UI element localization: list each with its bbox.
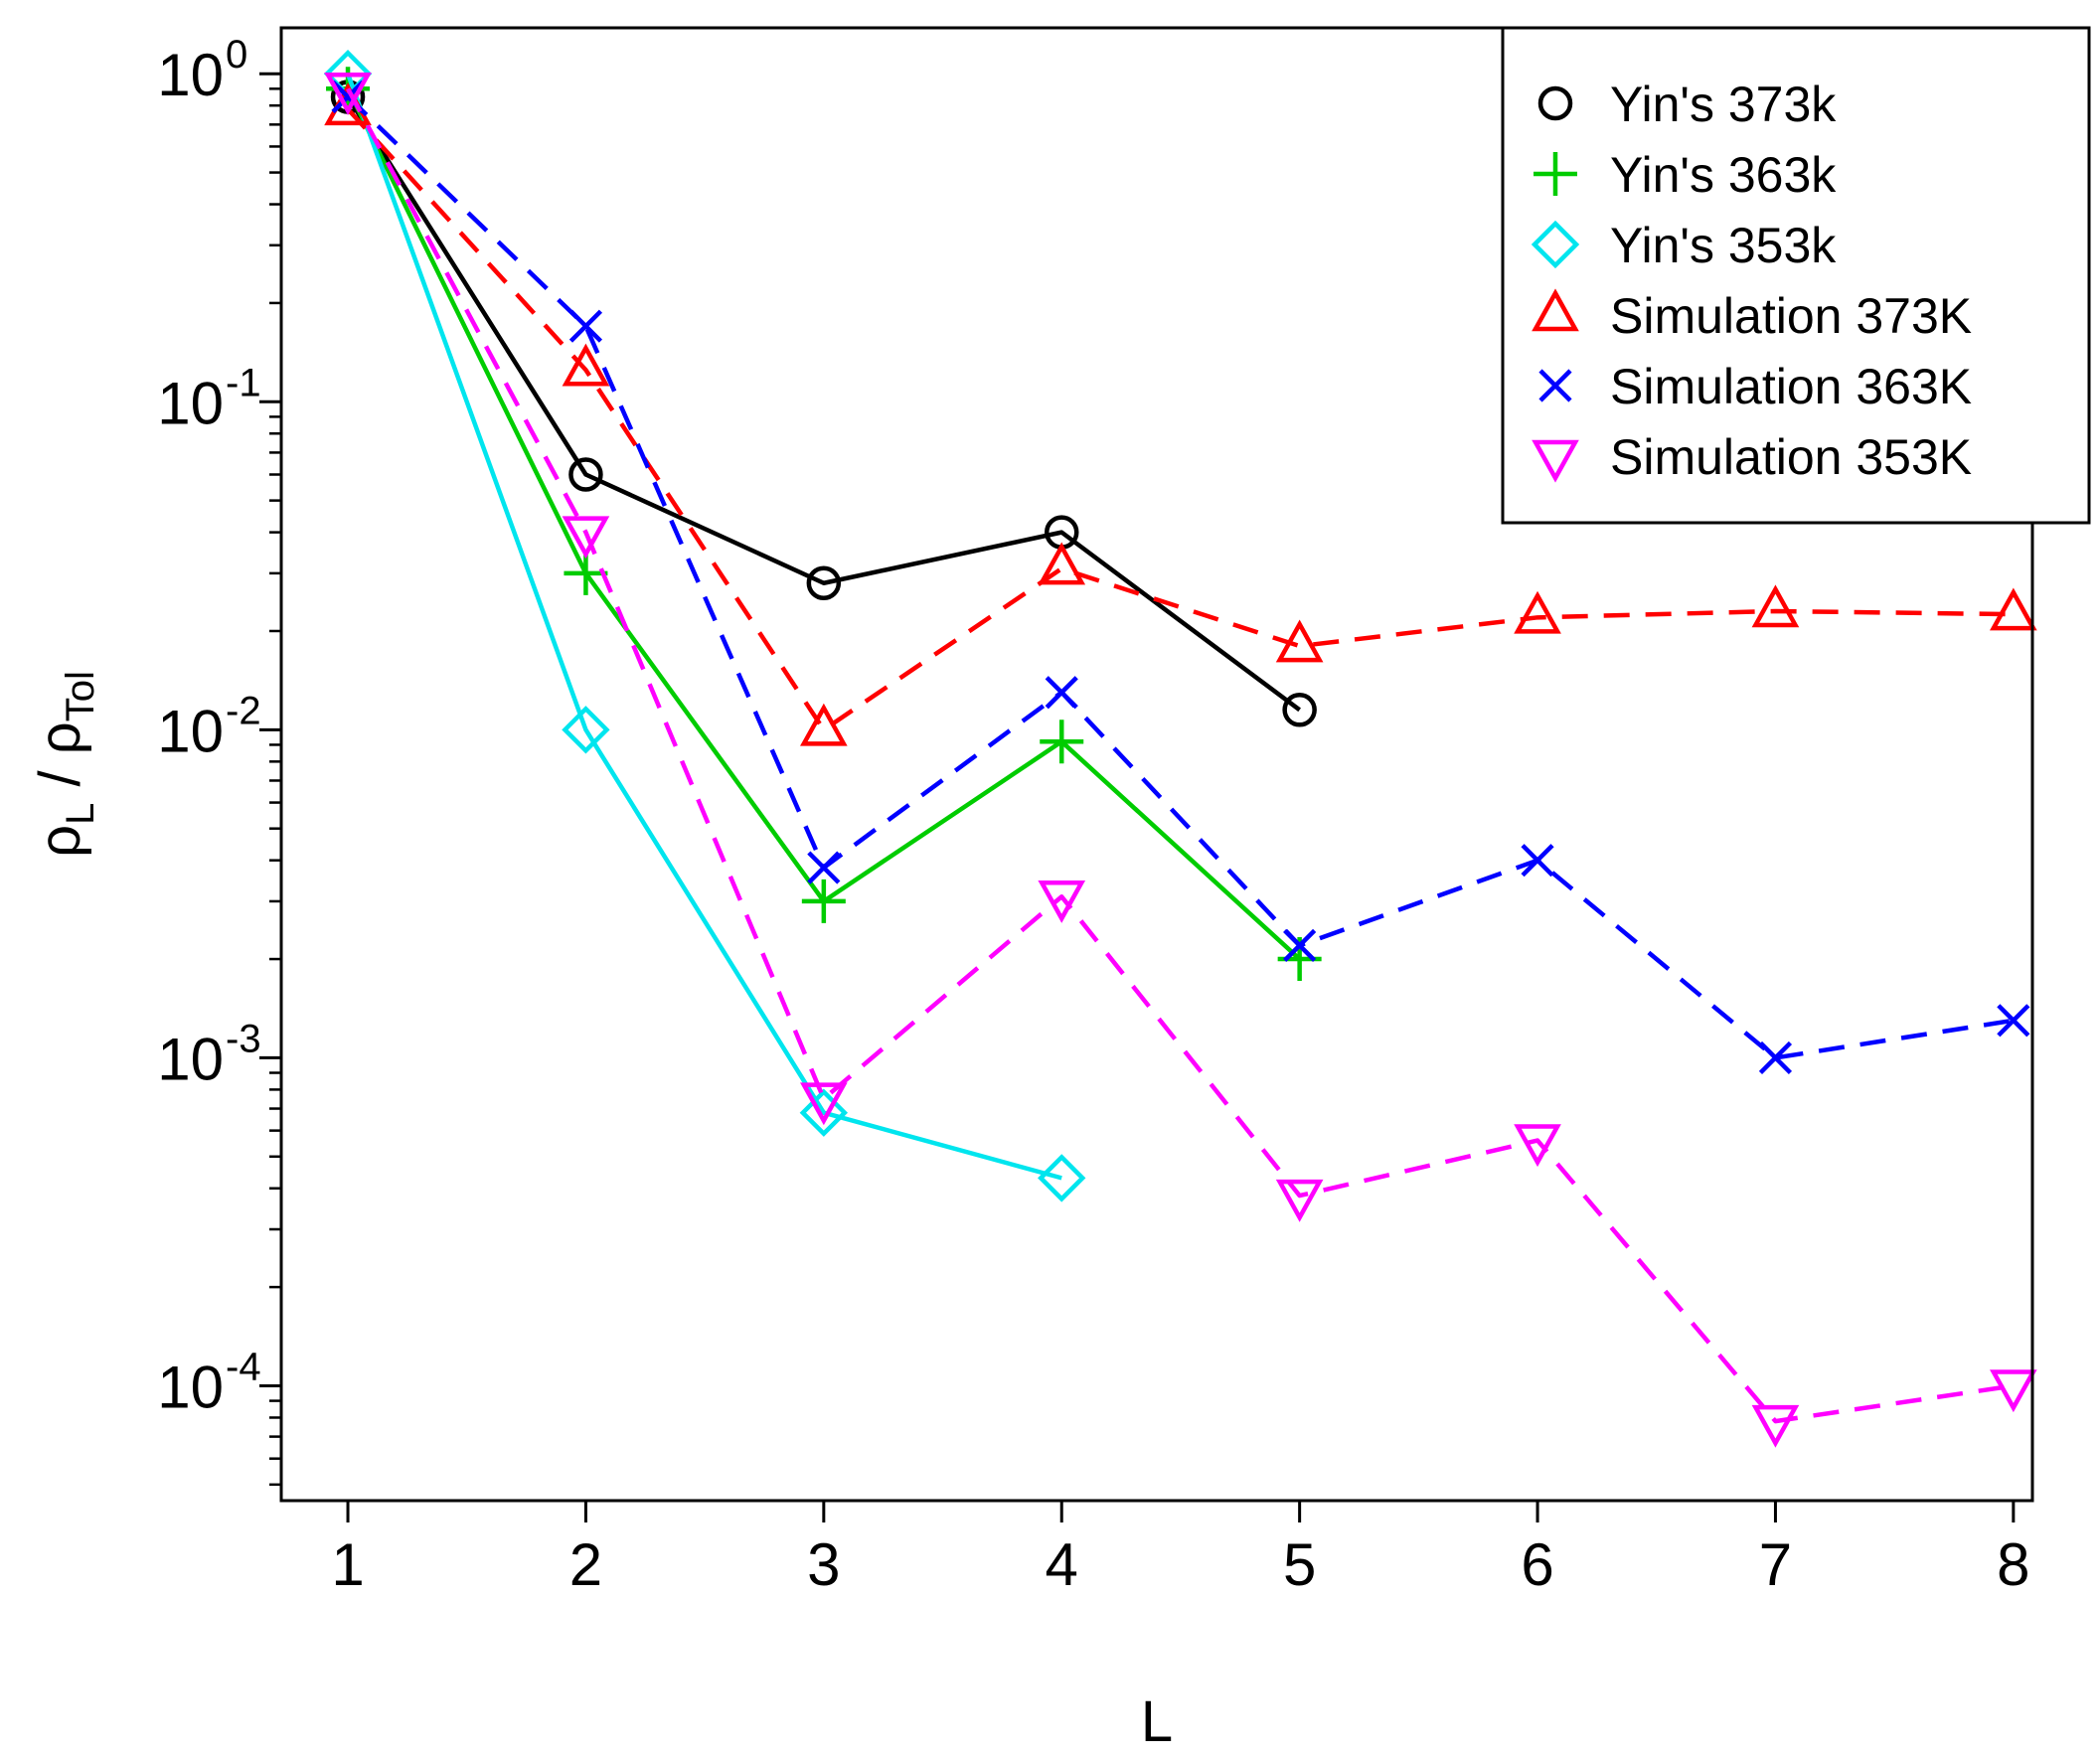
legend-label: Simulation 353K [1610,429,1972,485]
y-axis-title: ρL / ρTol [28,671,102,858]
data-point [1751,584,1800,628]
y-axis-title-part: ρ [28,825,92,858]
data-point [1758,1040,1793,1075]
legend-item: Simulation 363K [1538,359,1972,414]
legend-label: Yin's 363k [1610,147,1837,203]
y-tick-label: 10 [157,698,224,764]
legend-box [1501,26,2091,525]
legend-marker [1531,220,1580,269]
y-tick-exponent: -3 [226,1017,261,1060]
series-line [346,94,2015,1060]
series-line [346,107,2014,732]
data-point [1038,1154,1086,1202]
data-point [1997,1004,2030,1038]
legend-marker [1532,439,1579,483]
series-1 [326,67,1322,982]
data-point [800,1082,848,1126]
data-point [800,703,848,746]
data-point [1040,720,1084,764]
series-5 [324,73,2037,1448]
x-tick-label: 1 [331,1531,364,1598]
series-4 [331,80,2030,1075]
legend: Yin's 373k Yin's 363k Yin's 353k Simulation… [1501,26,2091,525]
data-point [1038,880,1086,923]
data-point [324,73,372,115]
y-tick-label: 10 [157,1026,224,1092]
data-point [1751,1404,1800,1448]
x-tick-label: 6 [1521,1531,1553,1598]
data-point [801,879,846,923]
y-axis-title-subscript: Tol [59,671,102,721]
data-point [1275,1179,1324,1222]
series-line [346,95,1301,713]
data-point [1045,676,1078,710]
y-axis-title-part: / [28,754,92,802]
legend-item: Yin's 353k [1531,218,1837,273]
y-tick-exponent: -1 [226,361,261,404]
legend-marker [1537,85,1573,121]
data-point [1521,844,1554,878]
y-axis-title-subscript: L [59,803,102,825]
legend-label: Yin's 373k [1610,77,1837,132]
legend-marker [1534,152,1577,196]
plot-area [323,50,2037,1448]
x-tick-label: 3 [807,1531,840,1598]
x-tick-label: 8 [1997,1531,2029,1598]
data-point [562,516,610,560]
legend-item: Simulation 353K [1532,429,1972,485]
data-point [1283,928,1317,962]
data-point [1514,1124,1561,1168]
data-point [562,343,610,387]
legend-marker [1538,369,1572,402]
legend-label: Yin's 353k [1610,218,1837,273]
legend-item: Simulation 373K [1532,288,1972,344]
y-tick-label: 10 [157,370,224,436]
data-point [799,1088,849,1137]
x-axis-title: L [1141,1689,1173,1754]
y-tick-exponent: -4 [226,1345,261,1388]
y-tick-exponent: 0 [226,33,247,77]
series-0 [330,80,1317,727]
y-tick-label: 10 [157,42,224,108]
data-point [568,309,603,343]
legend-label: Simulation 373K [1610,288,1972,344]
legend-label: Simulation 363K [1610,359,1972,414]
data-point [568,457,603,492]
legend-marker [1532,288,1579,332]
data-point [1275,619,1324,663]
x-tick-label: 4 [1046,1531,1078,1598]
data-point [1990,1369,2037,1413]
plot-frame [279,26,2034,1503]
data-point [1282,693,1317,727]
series-line [346,87,2015,1424]
x-tick-label: 2 [569,1531,602,1598]
legend-item: Yin's 363k [1534,147,1837,203]
data-point [1514,590,1561,634]
series-line [345,73,1062,1181]
data-point [807,851,841,884]
y-tick-label: 10 [157,1354,224,1420]
series-2 [323,50,1086,1202]
data-point [806,565,842,601]
data-point [562,706,610,754]
series-line [346,87,1302,961]
data-point [1990,587,2037,631]
y-axis-title-part: ρ [28,721,92,754]
x-tick-label: 5 [1283,1531,1316,1598]
y-tick-exponent: -2 [226,689,261,732]
legend-item: Yin's 373k [1537,77,1837,132]
data-point [1038,542,1086,585]
x-tick-label: 7 [1759,1531,1792,1598]
